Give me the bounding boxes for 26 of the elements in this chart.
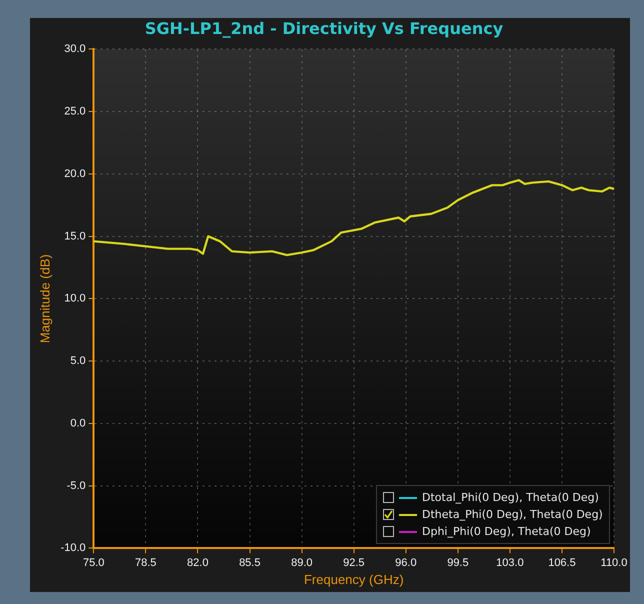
x-tick-label: 75.0 — [82, 556, 104, 569]
x-axis-title: Frequency (GHz) — [304, 572, 404, 587]
x-tick-label: 106.5 — [548, 556, 576, 569]
y-axis-title: Magnitude (dB) — [37, 254, 52, 344]
y-tick-label: 20.0 — [64, 168, 86, 180]
x-tick-label: 82.0 — [187, 556, 208, 569]
x-tick-label: 92.5 — [343, 556, 365, 569]
y-tick-label: 25.0 — [64, 106, 86, 118]
x-tick-label: 110.0 — [600, 556, 628, 569]
legend-label: Dtotal_Phi(0 Deg), Theta(0 Deg) — [422, 491, 599, 504]
x-tick-label: 99.5 — [447, 556, 469, 569]
y-tick-label: 0.0 — [70, 417, 86, 430]
y-tick-label: 5.0 — [70, 355, 86, 368]
y-tick-label: -5.0 — [66, 480, 86, 492]
y-tick-label: 10.0 — [64, 292, 86, 305]
y-tick-label: 15.0 — [64, 230, 86, 242]
y-tick-label: -10.0 — [60, 542, 86, 554]
legend-label: Dphi_Phi(0 Deg), Theta(0 Deg) — [422, 525, 591, 538]
y-tick-label: 30.0 — [64, 43, 86, 56]
x-tick-label: 89.0 — [291, 556, 313, 569]
chart-title: SGH-LP1_2nd - Directivity Vs Frequency — [144, 18, 504, 38]
legend-label: Dtheta_Phi(0 Deg), Theta(0 Deg) — [422, 508, 603, 522]
x-tick-label: 96.0 — [395, 556, 417, 569]
x-tick-label: 78.5 — [134, 556, 156, 569]
x-tick-label: 85.5 — [239, 556, 260, 569]
x-tick-label: 103.0 — [496, 556, 524, 569]
